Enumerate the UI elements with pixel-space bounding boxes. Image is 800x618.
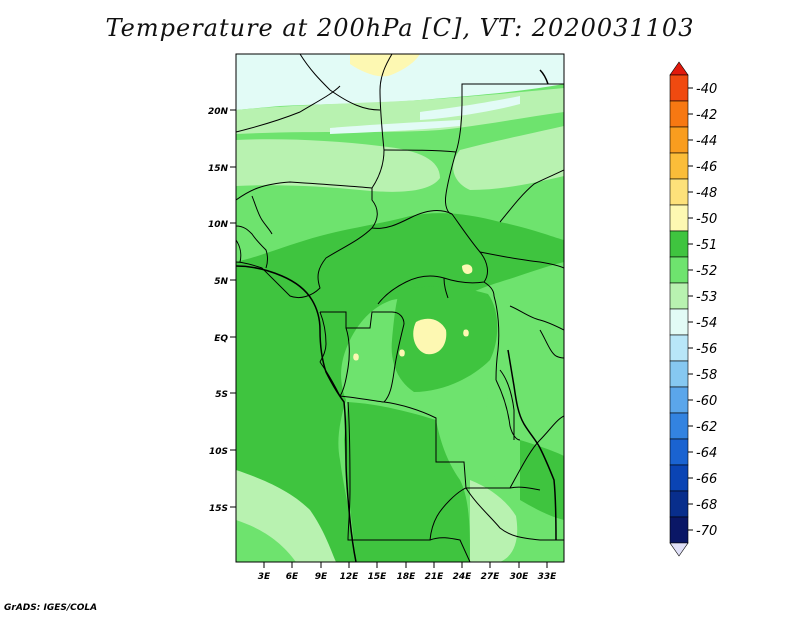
warm-patch-center-north <box>462 264 473 274</box>
colorbar-label: -60 <box>696 394 717 409</box>
lat-axis: 20N 15N 10N 5N EQ 5S 10S 15S <box>208 107 236 514</box>
light-band-east <box>453 126 564 190</box>
lon-label: 33E <box>538 572 558 582</box>
colorbar-label: -66 <box>696 472 717 487</box>
warm-dot-3 <box>463 329 469 337</box>
colorbar-segment <box>669 152 689 180</box>
colorbar-label: -58 <box>696 368 717 383</box>
lon-label: 24E <box>453 572 473 582</box>
dark-region-southeast <box>520 440 564 520</box>
lon-label: 6E <box>286 572 299 582</box>
colorbar-segment <box>669 516 689 544</box>
colorbar-label: -68 <box>696 498 717 513</box>
colorbar-segment <box>669 438 689 466</box>
colorbar-segment <box>669 230 689 258</box>
lat-label: EQ <box>214 334 228 344</box>
colorbar-segment <box>669 282 689 310</box>
lat-label: 20N <box>208 107 229 117</box>
lat-label: 15N <box>208 164 229 174</box>
lon-label: 18E <box>397 572 417 582</box>
mid-region-southwest <box>236 520 296 562</box>
lon-label: 15E <box>368 572 388 582</box>
colorbar-label: -44 <box>696 134 717 149</box>
lon-label: 9E <box>315 572 328 582</box>
colorbar-label: -50 <box>696 212 717 227</box>
warm-patch-center <box>413 318 447 355</box>
colorbar-segment <box>669 126 689 154</box>
colorbar-label: -56 <box>696 342 717 357</box>
colorbar-label: -54 <box>696 316 717 331</box>
lon-label: 21E <box>425 572 445 582</box>
dark-band-central <box>236 213 564 562</box>
colorbar-top-arrow <box>669 61 689 76</box>
colorbar-label: -70 <box>696 524 717 539</box>
colorbar-segment <box>669 100 689 128</box>
colorbar-segment <box>669 204 689 232</box>
colorbar-segment <box>669 386 689 414</box>
colorbar-label: -53 <box>696 290 717 305</box>
map-title: Temperature at 200hPa [C], VT: 202003110… <box>105 14 695 42</box>
colorbar-bottom-arrow <box>669 542 689 557</box>
cold-streak <box>420 96 520 120</box>
lon-label: 3E <box>258 572 271 582</box>
lon-label: 27E <box>481 572 501 582</box>
coastline-east-lakes <box>507 349 557 541</box>
colorbar-segments <box>669 61 689 557</box>
warm-patch-north <box>350 54 420 77</box>
colorbar-segment <box>669 360 689 388</box>
cool-band-north <box>236 88 564 134</box>
lat-label: 5S <box>215 390 228 400</box>
colorbar-ticks <box>688 87 693 531</box>
colorbar-segment <box>669 74 689 102</box>
credit-text: GrADS: IGES/COLA <box>4 603 98 613</box>
warm-dot-2 <box>353 353 359 361</box>
colorbar-segment <box>669 256 689 284</box>
cold-streak-2 <box>330 120 460 134</box>
light-band-sahel <box>236 139 440 192</box>
dark-region-angola <box>344 402 470 562</box>
lat-label: 10N <box>208 220 229 230</box>
coastline-west <box>236 265 357 562</box>
warm-dot-1 <box>399 349 405 357</box>
colorbar-label: -64 <box>696 446 717 461</box>
cold-region-north <box>236 54 564 110</box>
colorbar-segment <box>669 308 689 336</box>
country-borders <box>236 54 564 562</box>
colorbar-segment <box>669 490 689 518</box>
lat-label: 10S <box>209 447 228 457</box>
colorbar: -40 -42 -44 -46 -48 -50 -51 -52 -53 -54 -56 -58 -60 -… <box>669 61 717 557</box>
colorbar-label: -48 <box>696 186 717 201</box>
lat-label: 15S <box>209 504 228 514</box>
map-panel: 20N 15N 10N 5N EQ 5S 10S 15S 3E 6E 9E 12… <box>208 53 565 582</box>
colorbar-labels: -40 -42 -44 -46 -48 -50 -51 -52 -53 -54 -56 -58 -60 -… <box>696 82 717 539</box>
colorbar-label: -40 <box>696 82 717 97</box>
coastline-northeast <box>539 69 549 85</box>
lon-label: 30E <box>510 572 530 582</box>
colorbar-label: -51 <box>696 238 717 253</box>
colorbar-label: -46 <box>696 160 717 175</box>
colorbar-segment <box>669 334 689 362</box>
colorbar-label: -42 <box>696 108 717 123</box>
colorbar-segment <box>669 178 689 206</box>
map-frame <box>235 53 565 563</box>
colorbar-label: -62 <box>696 420 717 435</box>
colorbar-label: -52 <box>696 264 717 279</box>
colorbar-segment <box>669 464 689 492</box>
colorbar-segment <box>669 412 689 440</box>
lon-label: 12E <box>340 572 360 582</box>
lat-label: 5N <box>214 277 228 287</box>
lon-axis: 3E 6E 9E 12E 15E 18E 21E 24E 27E 30E 33E <box>258 562 557 582</box>
